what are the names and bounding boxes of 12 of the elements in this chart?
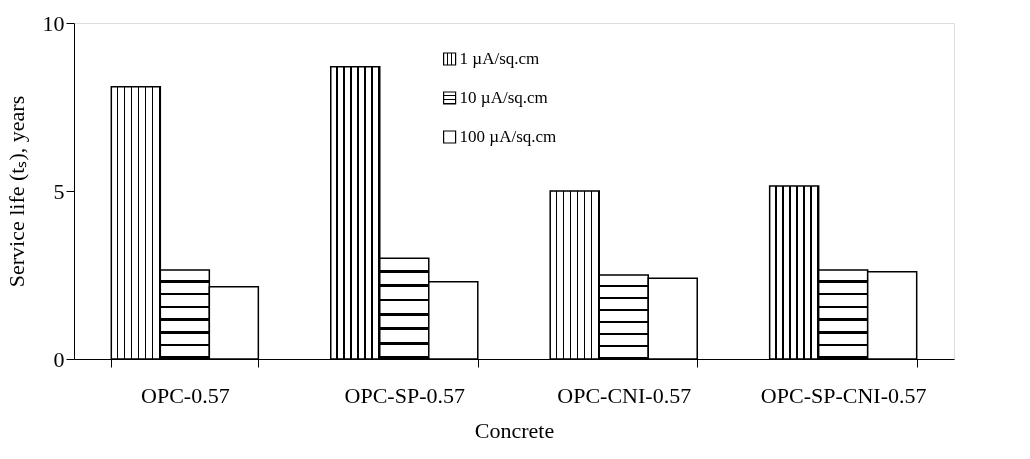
y-tick-label: 10: [42, 10, 65, 36]
y-tick-label: 0: [53, 346, 65, 372]
legend-label: 100 µA/sq.cm: [459, 127, 557, 146]
x-tick-label: OPC-SP-CNI-0.57: [760, 382, 927, 408]
legend-label: 10 µA/sq.cm: [459, 88, 548, 107]
legend-label: 1 µA/sq.cm: [459, 49, 540, 68]
x-tick-label: OPC-CNI-0.57: [557, 382, 692, 408]
y-tick-label: 5: [53, 178, 65, 204]
x-axis-title: Concrete: [474, 417, 555, 443]
x-tick-label: OPC-SP-0.57: [344, 382, 465, 408]
x-tick-label: OPC-0.57: [141, 382, 230, 408]
y-axis-title: Service life (tₛ), years: [3, 95, 29, 288]
